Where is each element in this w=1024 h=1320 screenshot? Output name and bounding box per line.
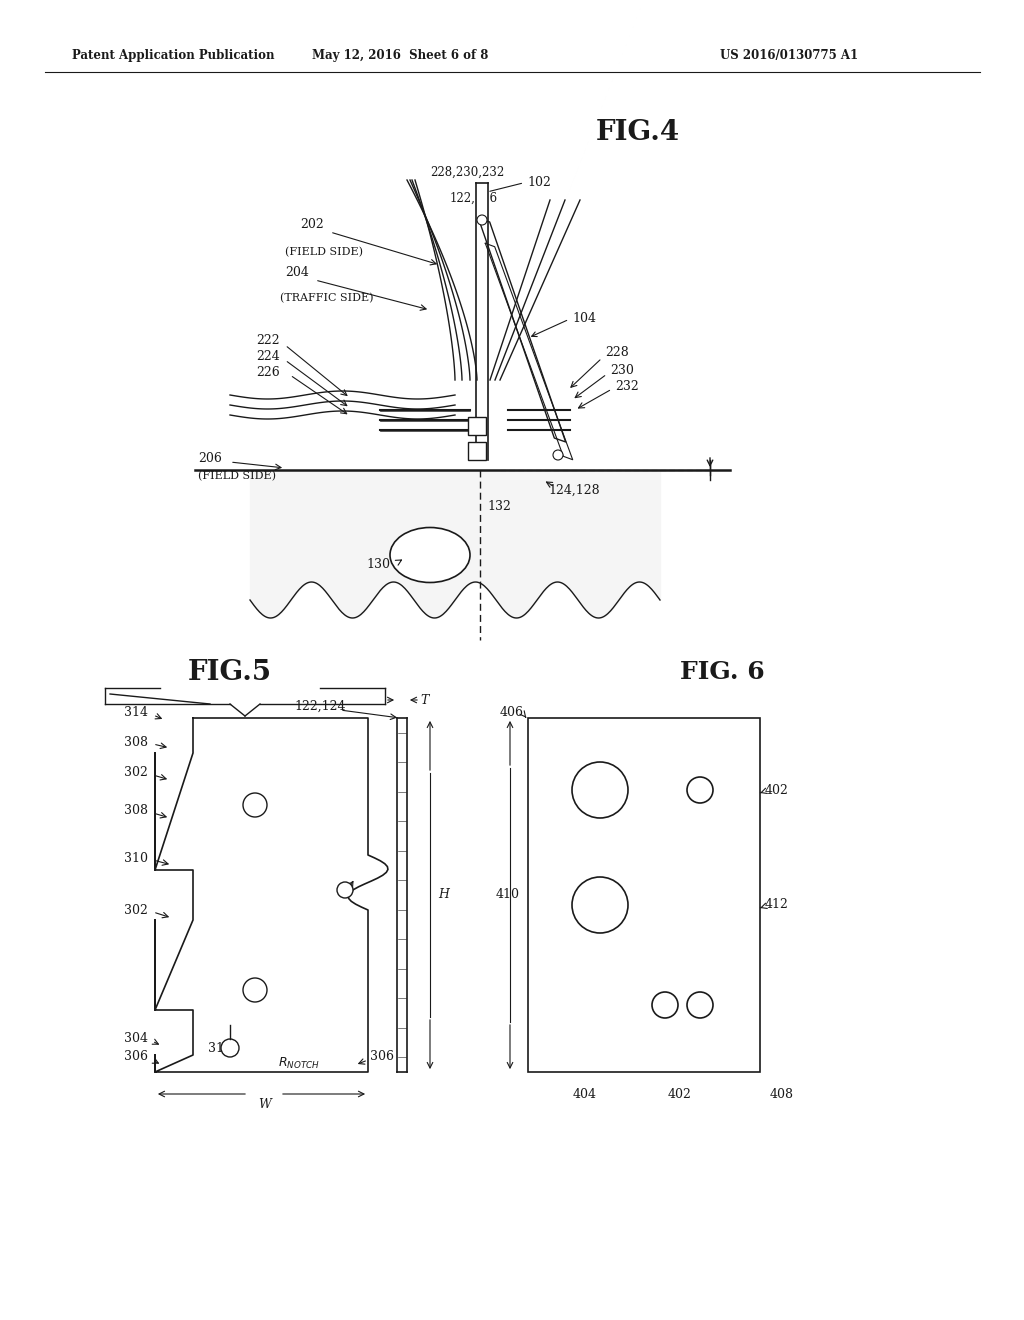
Text: 204: 204 [285, 267, 309, 280]
Text: (FIELD SIDE): (FIELD SIDE) [198, 471, 276, 482]
Text: 224: 224 [256, 351, 280, 363]
Circle shape [243, 793, 267, 817]
Text: 202: 202 [300, 219, 324, 231]
Text: 130: 130 [366, 558, 390, 572]
Text: May 12, 2016  Sheet 6 of 8: May 12, 2016 Sheet 6 of 8 [312, 49, 488, 62]
Text: 222: 222 [256, 334, 280, 346]
Text: US 2016/0130775 A1: US 2016/0130775 A1 [720, 49, 858, 62]
Text: 406: 406 [500, 705, 524, 718]
Circle shape [221, 1039, 239, 1057]
Text: 404: 404 [573, 1089, 597, 1101]
Text: 302: 302 [124, 767, 148, 780]
Polygon shape [485, 243, 572, 459]
Bar [528, 718, 760, 1072]
Text: 122,126: 122,126 [450, 191, 498, 205]
Text: 402: 402 [668, 1089, 692, 1101]
Text: 402: 402 [765, 784, 788, 796]
Text: 412: 412 [765, 899, 788, 912]
Text: FIG. 6: FIG. 6 [680, 660, 765, 684]
Text: T: T [420, 693, 428, 706]
Text: 306: 306 [124, 1051, 148, 1064]
Text: 230: 230 [610, 363, 634, 376]
Text: (FIELD SIDE): (FIELD SIDE) [285, 247, 362, 257]
Circle shape [572, 762, 628, 818]
Text: 408: 408 [770, 1089, 794, 1101]
Text: FIG.4: FIG.4 [596, 120, 680, 147]
Circle shape [572, 876, 628, 933]
Text: 304: 304 [124, 1031, 148, 1044]
Text: 308: 308 [124, 735, 148, 748]
Text: 104: 104 [531, 312, 596, 337]
Text: 206: 206 [198, 451, 222, 465]
Polygon shape [478, 218, 565, 442]
Text: 310: 310 [124, 851, 148, 865]
Bar [468, 417, 486, 436]
Text: $R_{NOTCH}$: $R_{NOTCH}$ [278, 1056, 319, 1071]
Circle shape [687, 777, 713, 803]
Text: 102: 102 [489, 176, 551, 191]
Text: 226: 226 [256, 367, 280, 380]
Text: 124,128: 124,128 [548, 483, 600, 496]
Text: 302: 302 [124, 903, 148, 916]
Text: 228: 228 [605, 346, 629, 359]
Text: 308: 308 [124, 804, 148, 817]
Polygon shape [155, 718, 388, 1072]
Text: 318: 318 [208, 1041, 232, 1055]
Text: H: H [438, 888, 449, 902]
Bar [468, 442, 486, 459]
Ellipse shape [390, 528, 470, 582]
Circle shape [687, 993, 713, 1018]
Text: 228,230,232: 228,230,232 [430, 165, 504, 178]
Text: 410: 410 [496, 888, 520, 902]
Circle shape [553, 450, 563, 459]
Text: (TRAFFIC SIDE): (TRAFFIC SIDE) [280, 293, 374, 304]
Circle shape [243, 978, 267, 1002]
Circle shape [652, 993, 678, 1018]
Text: 314: 314 [124, 706, 148, 719]
Text: 122,124: 122,124 [294, 700, 346, 713]
Text: 306: 306 [370, 1051, 394, 1064]
Polygon shape [476, 183, 488, 459]
Text: 132: 132 [487, 500, 511, 513]
Text: W: W [259, 1097, 271, 1110]
Text: FIG.5: FIG.5 [188, 659, 272, 685]
Text: Patent Application Publication: Patent Application Publication [72, 49, 274, 62]
Circle shape [337, 882, 353, 898]
Circle shape [477, 215, 487, 224]
Text: 232: 232 [615, 380, 639, 392]
